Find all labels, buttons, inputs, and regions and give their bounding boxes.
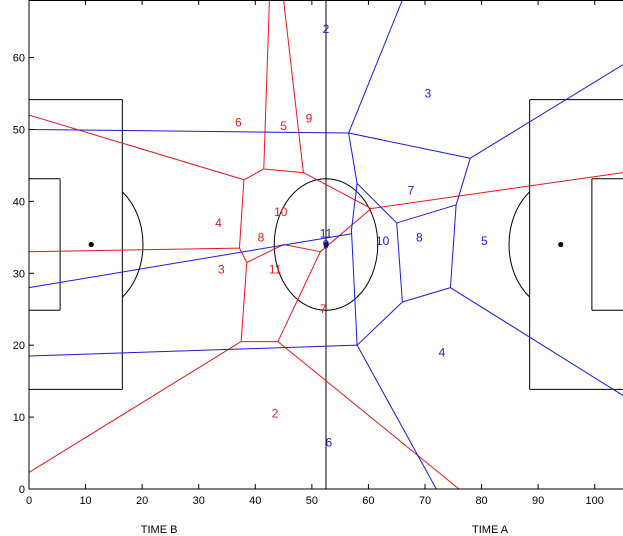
- left-penalty-arc: [121, 191, 144, 298]
- team-b-player-label: 11: [269, 263, 282, 277]
- y-tick-label: 60: [13, 53, 25, 65]
- y-tick-label: 40: [13, 196, 25, 208]
- y-tick-label: 0: [19, 484, 25, 496]
- team-b-voronoi-edge: [28, 341, 242, 473]
- team-a-player-label: 9: [323, 238, 330, 252]
- team-b-player-label: 2: [272, 406, 279, 420]
- player-labels-layer: 2 3 4 5 6 7 8 9 10 11 2 3 4 5 6 7 8 9 10 11: [215, 22, 488, 449]
- team-b-voronoi-edge: [263, 168, 304, 174]
- x-tick-label: 50: [306, 495, 318, 507]
- team-a-player-label: 5: [481, 234, 488, 248]
- team-label: TIME A: [472, 524, 509, 536]
- team-a-voronoi-edge: [356, 183, 398, 224]
- team-a-voronoi-edge: [348, 132, 358, 184]
- team-b-voronoi-edge: [277, 341, 460, 490]
- team-a-voronoi-edge: [356, 344, 437, 490]
- team-a-voronoi-edge: [455, 158, 471, 206]
- axes-layer: 0 10 20 30 40 50 60 70 80 90 100 0 10 20 30 40 50 60 TIME …: [13, 0, 623, 536]
- center-circle: [273, 178, 379, 311]
- team-b-voronoi-edge: [243, 168, 265, 181]
- team-a-player-label: 8: [416, 230, 423, 244]
- y-tick-label: 30: [13, 268, 25, 280]
- x-tick-label: 40: [249, 495, 261, 507]
- y-tick-label: 20: [13, 340, 25, 352]
- team-a-voronoi-edge: [396, 204, 457, 224]
- team-a-voronoi-edge: [348, 132, 471, 159]
- team-a-player-label: 6: [325, 435, 332, 449]
- x-tick-label: 60: [362, 495, 374, 507]
- team-b-player-label: 6: [235, 115, 242, 129]
- x-tick-label: 80: [475, 495, 487, 507]
- team-a-voronoi-edge: [28, 128, 349, 134]
- team-b-voronoi-edge: [28, 247, 240, 253]
- team-a-voronoi-edge: [449, 204, 457, 288]
- team-b-player-label: 10: [274, 205, 288, 219]
- team-b-voronoi-edge: [277, 251, 321, 342]
- team-label: TIME B: [141, 524, 178, 536]
- team-a-player-label: 11: [320, 227, 333, 241]
- team-b-voronoi-edge: [28, 114, 245, 181]
- team-a-player-label: 10: [376, 234, 390, 248]
- player-dot: [323, 241, 329, 248]
- team-a-voronoi-edge: [396, 222, 403, 303]
- team-b-voronoi-edge: [239, 247, 248, 263]
- team-b-player-label: 9: [306, 112, 313, 126]
- team-a-player-label: 7: [408, 184, 415, 198]
- team-b-voronoi-edge: [371, 172, 623, 210]
- team-a-voronoi-edge: [350, 183, 358, 231]
- team-a-voronoi-edge: [350, 230, 358, 346]
- x-tick-label: 0: [26, 495, 32, 507]
- y-tick-label: 10: [13, 412, 25, 424]
- player-dot: [88, 241, 94, 248]
- team-a-voronoi-edge: [356, 301, 403, 346]
- team-a-voronoi-edge: [348, 0, 403, 134]
- team-a-player-label: 2: [323, 22, 330, 36]
- team-b-voronoi-edge: [246, 244, 284, 263]
- x-tick-label: 20: [136, 495, 148, 507]
- team-b-voronoi-edge: [283, 0, 304, 173]
- team-b-player-label: 3: [218, 263, 225, 277]
- x-tick-label: 70: [419, 495, 431, 507]
- team-b-voronoi-edge: [238, 179, 245, 249]
- team-a-voronoi-edge: [450, 287, 623, 396]
- team-a-player-label: 3: [424, 86, 431, 100]
- right-penalty-arc: [508, 191, 531, 298]
- team-b-voronoi-edge: [283, 244, 321, 253]
- team-b-voronoi-edge: [263, 0, 270, 170]
- team-b-voronoi-edge: [303, 172, 372, 209]
- team-b-voronoi-edge: [320, 208, 372, 253]
- team-b-player-label: 7: [320, 302, 327, 316]
- team-b-player-label: 5: [280, 119, 287, 133]
- team-a-voronoi-edge: [402, 287, 451, 303]
- x-tick-label: 30: [193, 495, 205, 507]
- team-a-voronoi-edge: [28, 344, 358, 357]
- voronoi-edges-layer: [28, 0, 623, 490]
- y-tick-label: 50: [13, 124, 25, 136]
- team-a-voronoi-edge: [469, 64, 623, 159]
- player-dots-layer: [88, 241, 564, 248]
- x-tick-label: 100: [586, 495, 604, 507]
- player-dot: [558, 241, 564, 248]
- x-tick-label: 10: [79, 495, 91, 507]
- team-b-player-label: 8: [258, 230, 265, 244]
- team-b-player-label: 4: [215, 216, 222, 230]
- x-tick-label: 90: [532, 495, 544, 507]
- team-a-player-label: 4: [439, 345, 446, 359]
- team-a-voronoi-edge: [28, 233, 352, 289]
- team-b-voronoi-edge: [240, 262, 248, 342]
